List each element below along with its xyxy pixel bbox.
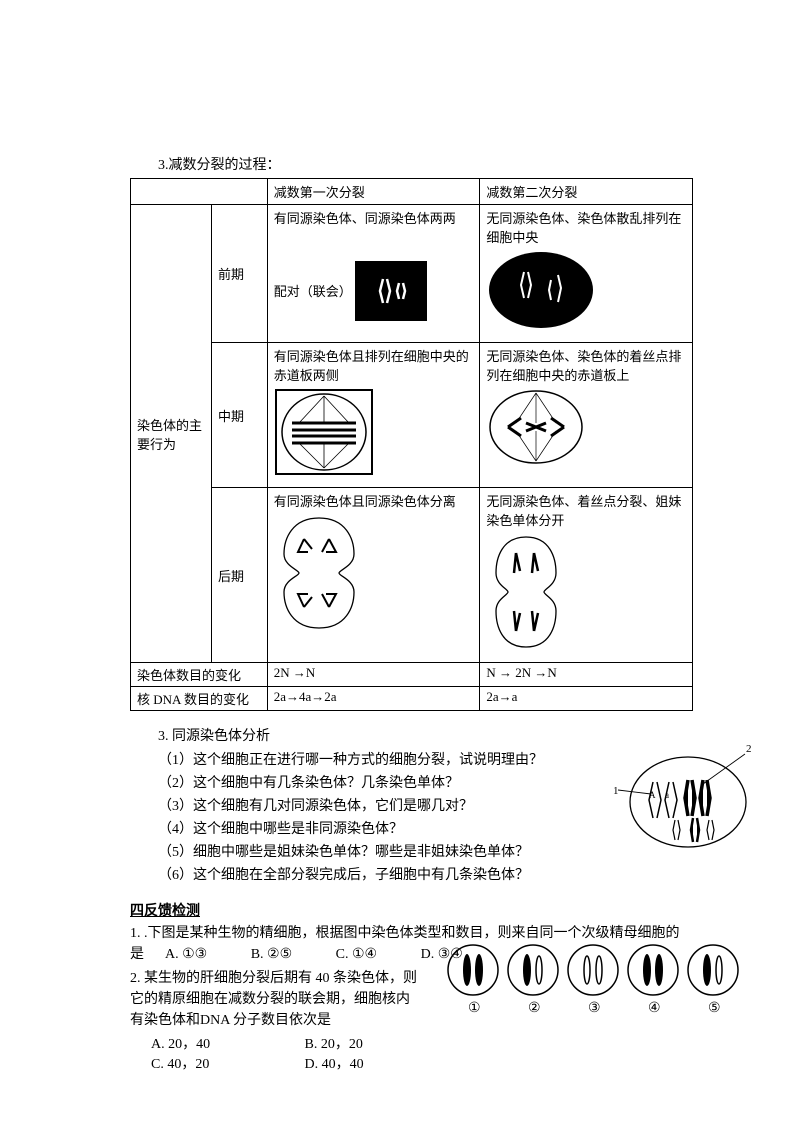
feedback-title: 四反馈检测 <box>130 900 693 920</box>
q1-opt-b: B. ②⑤ <box>251 944 292 965</box>
cell-4-icon <box>628 945 678 995</box>
prophase-div1-diagram <box>355 261 427 325</box>
metaphase-div2-text: 无同源染色体、染色体的着丝点排列在细胞中央的赤道板上 <box>486 346 686 384</box>
prophase-div2-diagram <box>486 250 596 334</box>
anaphase-row: 后期 有同源染色体且同源染色体分离 无同源染色体、着丝点分裂、姐妹染色单体分开 <box>131 488 693 663</box>
anaphase-div2-diagram <box>486 533 566 655</box>
analysis-cell-diagram: 1 2 A a <box>613 742 753 857</box>
chrom-change-div2: N → 2N →N <box>480 663 693 687</box>
q2-options: A. 20，40 B. 20，20 C. 40，20 D. 40，40 <box>151 1033 693 1073</box>
cell-label-2: ② <box>528 1001 541 1016</box>
anaphase-div1-diagram <box>274 514 364 636</box>
analysis-q1: （1）这个细胞正在进行哪一种方式的细胞分裂，试说明理由？ <box>130 749 693 769</box>
anaphase-div1-text: 有同源染色体且同源染色体分离 <box>274 491 474 510</box>
analysis-q3: （3）这个细胞有几对同源染色体，它们是哪几对？ <box>130 795 693 815</box>
cell-label-5: ⑤ <box>708 1001 721 1016</box>
cell-2-icon <box>508 945 558 995</box>
q1-opt-c: C. ①④ <box>336 944 377 965</box>
q1-cell-diagrams: ① ② ③ ④ ⑤ <box>445 940 745 1023</box>
chrom-change-label: 染色体数目的变化 <box>131 663 268 687</box>
cell-5-icon <box>688 945 738 995</box>
metaphase-label: 中期 <box>212 343 268 488</box>
prophase-row: 染色体的主要行为 前期 有同源染色体、同源染色体两两 配对（联会） 无同源染色体… <box>131 205 693 343</box>
prophase-label: 前期 <box>212 205 268 343</box>
analysis-section: 3. 同源染色体分析 （1）这个细胞正在进行哪一种方式的细胞分裂，试说明理由？ … <box>130 725 693 884</box>
analysis-q4: （4）这个细胞中哪些是非同源染色体？ <box>130 818 693 838</box>
cell-label-1: ① <box>468 1001 481 1016</box>
anaphase-div2-cell: 无同源染色体、着丝点分裂、姐妹染色单体分开 <box>480 488 693 663</box>
anaphase-div1-cell: 有同源染色体且同源染色体分离 <box>267 488 480 663</box>
section3-title: 3.减数分裂的过程： <box>130 154 693 174</box>
dna-change-label: 核 DNA 数目的变化 <box>131 687 268 711</box>
header-div1: 减数第一次分裂 <box>267 179 480 205</box>
q1-opt-a: A. ①③ <box>165 944 207 965</box>
label-1: 1 <box>613 785 619 797</box>
analysis-title: 3. 同源染色体分析 <box>130 725 693 745</box>
table-header-row: 减数第一次分裂 减数第二次分裂 <box>131 179 693 205</box>
header-div2: 减数第二次分裂 <box>480 179 693 205</box>
anaphase-label: 后期 <box>212 488 268 663</box>
metaphase-div2-cell: 无同源染色体、染色体的着丝点排列在细胞中央的赤道板上 <box>480 343 693 488</box>
analysis-q6: （6）这个细胞在全部分裂完成后，子细胞中有几条染色体？ <box>130 864 693 884</box>
dna-change-row: 核 DNA 数目的变化 2a→4a→2a 2a→a <box>131 687 693 711</box>
q2-opt-c: C. 40，20 <box>151 1053 261 1073</box>
cell-label-4: ④ <box>648 1001 661 1016</box>
metaphase-div1-cell: 有同源染色体且排列在细胞中央的赤道板两侧 <box>267 343 480 488</box>
analysis-q5: （5）细胞中哪些是姐妹染色单体？哪些是非姐妹染色单体？ <box>130 841 693 861</box>
prophase-div1-text-a: 有同源染色体、同源染色体两两 <box>274 208 474 227</box>
cell-1-icon <box>448 945 498 995</box>
dna-change-div1: 2a→4a→2a <box>267 687 480 711</box>
metaphase-div1-diagram <box>274 388 374 480</box>
anaphase-div2-text: 无同源染色体、着丝点分裂、姐妹染色单体分开 <box>486 491 686 529</box>
cell-label-3: ③ <box>588 1001 601 1016</box>
metaphase-row: 中期 有同源染色体且排列在细胞中央的赤道板两侧 无同源染色体、染色体的着丝点排列… <box>131 343 693 488</box>
prophase-div1-text-b: 配对（联会） <box>274 284 352 299</box>
feedback-q2: 2. 某生物的肝细胞分裂后期有 40 条染色体，则它的精原细胞在减数分裂的联会期… <box>130 968 420 1031</box>
prophase-div2-text: 无同源染色体、染色体散乱排列在细胞中央 <box>486 208 686 246</box>
metaphase-div1-text: 有同源染色体且排列在细胞中央的赤道板两侧 <box>274 346 474 384</box>
prophase-div1-cell: 有同源染色体、同源染色体两两 配对（联会） <box>267 205 480 343</box>
dna-change-div2: 2a→a <box>480 687 693 711</box>
meiosis-table: 减数第一次分裂 减数第二次分裂 染色体的主要行为 前期 有同源染色体、同源染色体… <box>130 178 693 711</box>
q2-opt-d: D. 40，40 <box>305 1053 364 1073</box>
chrom-change-row: 染色体数目的变化 2N →N N → 2N →N <box>131 663 693 687</box>
chrom-change-div1: 2N →N <box>267 663 480 687</box>
chromosome-behavior-label: 染色体的主要行为 <box>131 205 212 663</box>
cell-3-icon <box>568 945 618 995</box>
analysis-q2: （2）这个细胞中有几条染色体？几条染色单体？ <box>130 772 693 792</box>
prophase-div2-cell: 无同源染色体、染色体散乱排列在细胞中央 <box>480 205 693 343</box>
q2-opt-b: B. 20，20 <box>305 1033 363 1053</box>
label-2: 2 <box>746 743 752 755</box>
q2-opt-a: A. 20，40 <box>151 1033 261 1053</box>
metaphase-div2-diagram <box>486 388 586 470</box>
